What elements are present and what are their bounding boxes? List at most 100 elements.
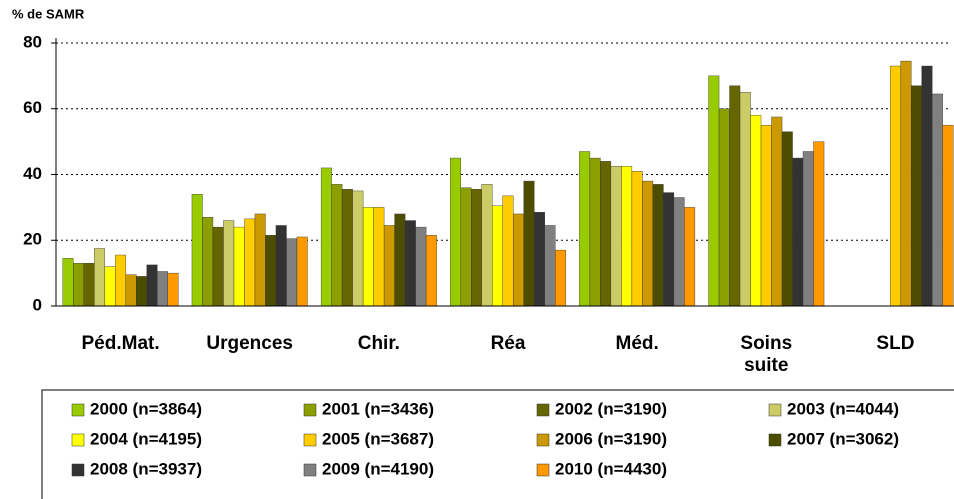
bar [942, 124, 954, 307]
legend-swatch [303, 403, 317, 417]
bar [404, 220, 416, 307]
legend-swatch [71, 433, 85, 447]
bar [792, 157, 804, 307]
bar [631, 171, 643, 307]
bar [813, 141, 825, 307]
bar [115, 254, 127, 307]
bar [275, 225, 287, 307]
bar [244, 218, 256, 307]
bar [286, 238, 298, 307]
bar [94, 248, 106, 307]
bar [233, 226, 245, 307]
bar [663, 192, 675, 307]
bar [729, 85, 741, 307]
bar [910, 85, 922, 307]
bar [415, 226, 427, 307]
legend-label: 2002 (n=3190) [555, 399, 667, 418]
bar [223, 220, 235, 307]
bar [750, 115, 762, 307]
bar [931, 93, 943, 307]
legend-label: 2000 (n=3864) [90, 399, 202, 418]
y-tick-label: 60 [23, 98, 42, 117]
bar [760, 124, 772, 307]
bar [718, 108, 730, 307]
bar [652, 184, 664, 307]
bar [673, 197, 685, 307]
bar [320, 167, 332, 307]
bar [502, 195, 514, 307]
legend-swatch [303, 433, 317, 447]
legend-label: 2010 (n=4430) [555, 459, 667, 478]
bar [555, 249, 566, 307]
bar [296, 236, 308, 307]
bar [610, 166, 622, 307]
legend-swatch [71, 403, 85, 417]
bar [73, 263, 85, 307]
legend-swatch [71, 463, 85, 477]
bar [212, 226, 224, 307]
x-tick-label: Méd. [615, 333, 659, 354]
bar [62, 258, 74, 307]
bar [739, 92, 751, 307]
bar [900, 60, 912, 307]
legend-box [41, 389, 954, 499]
y-tick-label: 40 [23, 164, 42, 183]
bar [492, 205, 503, 307]
bar [513, 213, 524, 307]
bar [450, 157, 461, 307]
bar [341, 189, 353, 307]
bar [362, 207, 374, 307]
legend-swatch [303, 463, 317, 477]
bar [331, 184, 343, 307]
bar [534, 212, 545, 307]
bar [146, 264, 158, 307]
legend-label: 2009 (n=4190) [322, 459, 434, 478]
bar [265, 235, 277, 307]
bar [104, 266, 116, 307]
legend-swatch [536, 403, 550, 417]
bar [136, 276, 148, 307]
bar [202, 217, 214, 307]
legend-swatch [536, 463, 550, 477]
bar [167, 272, 179, 307]
bar [781, 131, 793, 307]
bar [771, 116, 783, 307]
legend-swatch [768, 403, 782, 417]
y-tick-label: 20 [23, 230, 42, 249]
bar [579, 151, 591, 307]
x-tick-label: Soins suite [740, 333, 793, 376]
y-tick-label: 80 [23, 32, 42, 51]
x-tick-label: Chir. [357, 333, 400, 354]
bar [802, 151, 814, 307]
bar [708, 75, 720, 307]
bar [523, 180, 535, 307]
legend-label: 2007 (n=3062) [787, 429, 899, 448]
legend-label: 2001 (n=3436) [322, 399, 434, 418]
x-tick-label: SLD [876, 333, 915, 354]
bar [544, 225, 556, 307]
bar [460, 187, 472, 307]
legend-label: 2006 (n=3190) [555, 429, 667, 448]
bar [383, 225, 395, 307]
legend-label: 2003 (n=4044) [787, 399, 899, 418]
bar [684, 207, 696, 307]
bar [600, 161, 612, 307]
legend-swatch [768, 433, 782, 447]
legend-swatch [536, 433, 550, 447]
bar [83, 263, 95, 307]
bar [425, 235, 437, 307]
bar [589, 157, 601, 307]
bar [373, 207, 385, 307]
legend-label: 2004 (n=4195) [90, 429, 202, 448]
bar [191, 194, 203, 307]
bar [157, 271, 169, 307]
legend-label: 2008 (n=3937) [90, 459, 202, 478]
x-tick-label: Réa [490, 333, 526, 354]
y-axis-label: % de SAMR [12, 6, 85, 21]
bar [394, 213, 406, 307]
bar [921, 65, 933, 307]
bar [471, 189, 482, 307]
x-tick-label: Péd.Mat. [81, 333, 160, 354]
